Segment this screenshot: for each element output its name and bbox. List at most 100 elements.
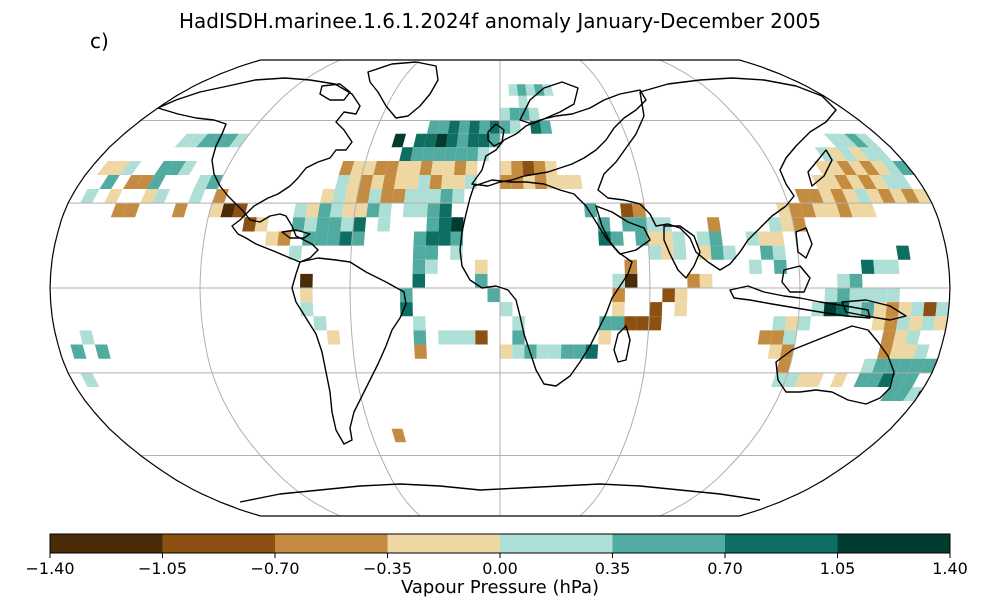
anomaly-cell [880,175,901,189]
anomaly-cell [880,387,901,401]
anomaly-cell [154,161,176,175]
anomaly-cell [806,372,824,387]
anomaly-cell [557,175,571,189]
anomaly-cell [844,133,869,148]
anomaly-cell [865,372,884,387]
coast-arabia [595,205,651,255]
anomaly-cell [888,372,908,387]
anomaly-cell [350,161,366,175]
coast-new-guinea [841,299,907,321]
coast-india [663,225,701,279]
anomaly-cell [399,147,414,161]
map-title: HadISDH.marinee.1.6.1.2024f anomaly Janu… [178,9,822,33]
anomaly-cell [417,175,431,189]
anomaly-cell [673,245,687,260]
anomaly-cell [291,217,306,232]
anomaly-cell [797,316,812,331]
anomaly-cell [782,330,797,345]
anomaly-cell [134,175,155,189]
anomaly-cell [104,189,123,204]
anomaly-cell [475,259,488,274]
anomaly-cell [410,147,425,161]
anomaly-cell [458,120,471,134]
anomaly-cell [874,288,888,303]
anomaly-cell [862,288,875,303]
anomaly-cell [776,358,792,373]
anomaly-cell [487,288,500,303]
colorbar-swatch [612,534,726,553]
colorbar-swatch [387,534,501,553]
anomaly-cell [687,273,700,288]
anomaly-cell [328,217,342,232]
anomaly-cell [853,372,872,387]
anomaly-cell [854,133,880,148]
anomaly-cell [900,372,920,387]
anomaly-cell [889,344,906,359]
coast-britain [487,123,505,147]
anomaly-cell [772,245,787,260]
anomaly-cell [335,175,351,189]
anomaly-cell [378,203,392,218]
anomaly-cell [873,259,887,274]
anomaly-cell [887,288,900,303]
anomaly-cell [352,217,367,232]
anomaly-cell [346,175,362,189]
anomaly-cell [452,175,466,189]
anomaly-cell [338,161,355,175]
anomaly-cell [885,259,900,274]
coast-borneo [781,265,811,293]
anomaly-cell [119,161,142,175]
anomaly-cell [450,330,464,345]
anomaly-cell [80,372,100,387]
anomaly-cell [396,161,411,175]
anomaly-cell [598,330,612,345]
anomaly-cell [845,175,866,189]
anomaly-cell [450,217,464,232]
anomaly-cell [772,316,787,331]
anomaly-cell [860,302,875,317]
anomaly-cell [405,175,420,189]
anomaly-cell [560,344,574,359]
colorbar-tick-label: 0.35 [594,559,631,578]
anomaly-cell [438,330,451,345]
anomaly-cell [477,147,490,161]
anomaly-cell [465,161,478,175]
anomaly-cell [424,133,438,148]
anomaly-cell [500,344,513,359]
anomaly-cell [146,175,166,189]
anomaly-cell [341,203,356,218]
colorbar-tick-label: −0.70 [250,559,300,578]
globe-outline [49,59,951,517]
coast-asia [597,77,837,271]
coast-australia [775,325,895,405]
anomaly-cell [314,231,329,246]
anomaly-cell [174,133,198,148]
anomaly-cell [329,203,344,218]
anomaly-cell [438,217,452,232]
anomaly-cell [848,203,865,218]
anomaly-cell [80,189,100,204]
coast-greenland [367,61,439,119]
anomaly-cell [412,259,426,274]
anomaly-cell [858,161,881,175]
anomaly-cell [500,302,513,317]
anomaly-cell [320,189,335,204]
anomaly-cell [920,316,936,331]
anomaly-cell [710,245,724,260]
anomaly-cell [500,161,512,175]
anomaly-cell [478,133,490,148]
anomaly-cell [818,189,836,204]
anomaly-cell [441,175,454,189]
anomaly-cell [620,203,634,218]
anomaly-cell [891,387,913,401]
anomaly-cell [823,133,848,148]
anomaly-grid-cells [70,84,950,443]
anomaly-cell [759,245,774,260]
anomaly-cell [440,189,453,204]
coast-antarctica [239,483,761,503]
anomaly-cell [935,302,950,317]
anomaly-cell [880,330,896,345]
anomaly-cell [413,330,427,345]
coast-madagascar [613,325,631,363]
anomaly-cell [877,189,896,204]
